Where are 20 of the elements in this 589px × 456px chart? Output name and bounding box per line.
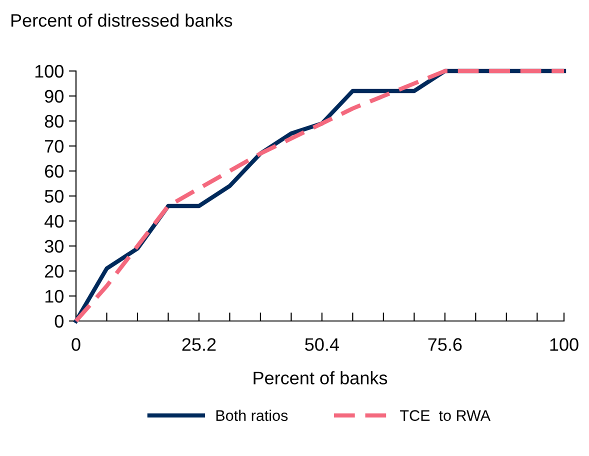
y-tick-label: 80	[44, 114, 64, 128]
y-tick-label: 0	[54, 314, 64, 328]
y-tick-label: 70	[45, 140, 64, 153]
x-tick-label: 25.2	[182, 338, 216, 351]
legend-label: TCE to RWA	[400, 410, 491, 421]
x-tick-label: 100	[550, 338, 578, 351]
y-tick-label: 20	[45, 264, 64, 278]
y-tick-label: 10	[45, 290, 64, 303]
legend-label: Both ratios	[216, 410, 288, 421]
y-tick-label: 60	[45, 164, 64, 178]
y-tick-label: 30	[44, 240, 64, 253]
x-tick-label: 0	[72, 338, 80, 351]
y-tick-label: 100	[35, 64, 64, 78]
x-tick-label: 75.6	[428, 338, 462, 351]
y-tick-label: 40	[44, 214, 64, 228]
y-tick-label: 90	[44, 90, 64, 103]
x-axis-title: Percent of banks	[254, 371, 388, 384]
x-tick-label: 50.4	[305, 338, 339, 351]
y-axis-title: Percent of distressed banks	[11, 14, 232, 27]
y-tick-label: 50	[44, 190, 64, 203]
